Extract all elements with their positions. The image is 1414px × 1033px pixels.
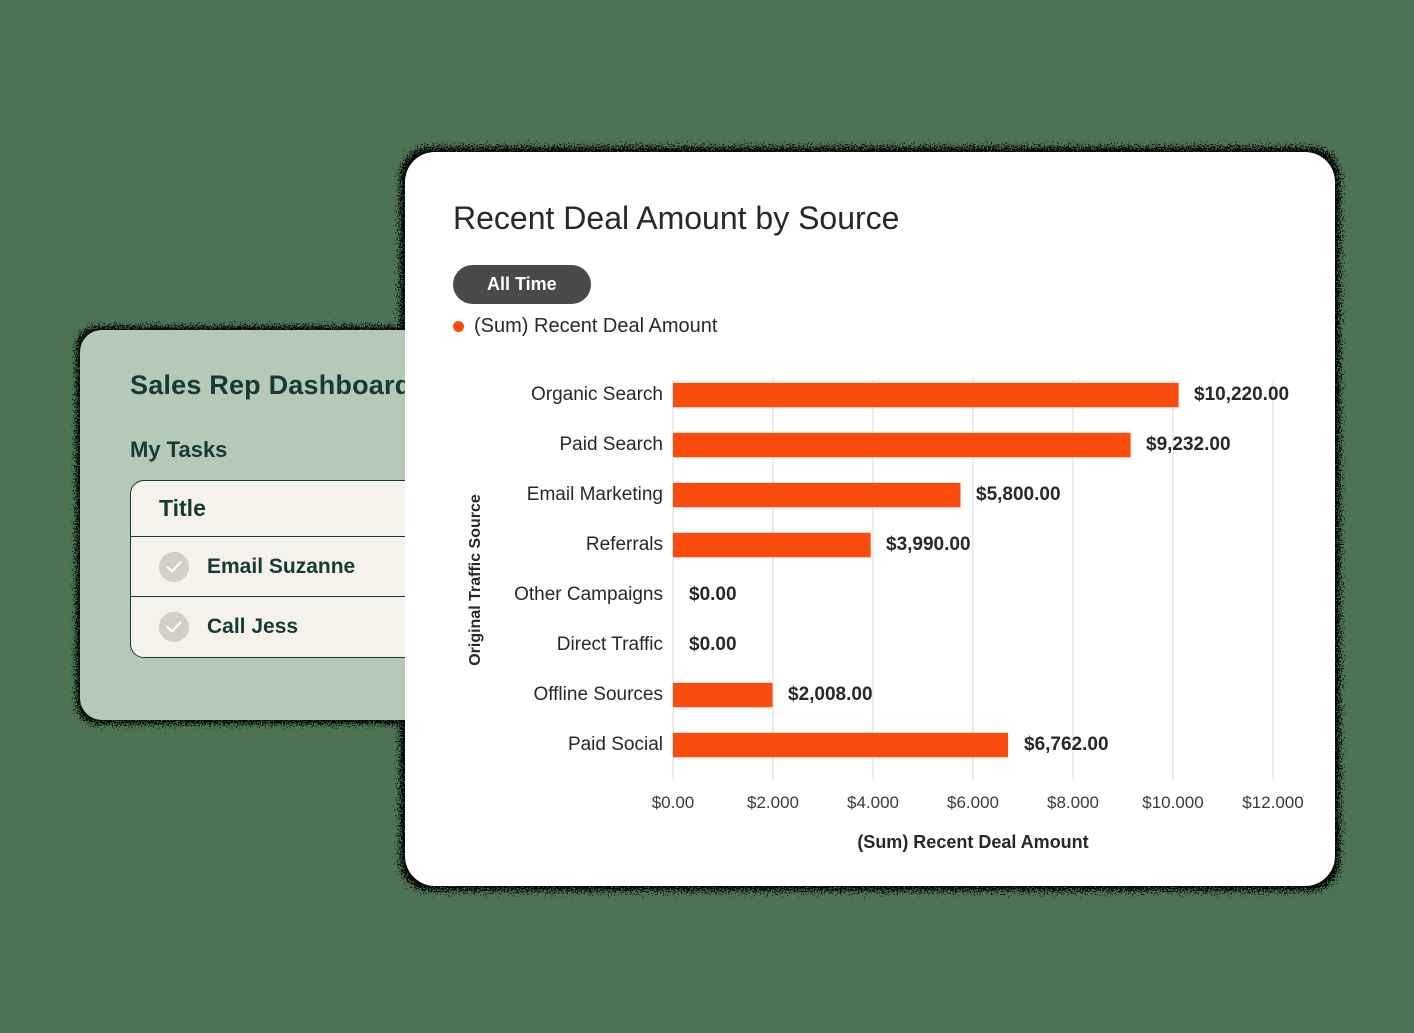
svg-text:$8.000: $8.000 [1047,793,1099,812]
svg-text:Other Campaigns: Other Campaigns [514,584,663,605]
svg-text:$4.000: $4.000 [847,793,899,812]
svg-text:$10,220.00: $10,220.00 [1194,384,1289,405]
svg-text:(Sum) Recent Deal Amount: (Sum) Recent Deal Amount [857,832,1088,852]
svg-text:$6.000: $6.000 [947,793,999,812]
svg-text:$12.000: $12.000 [1242,793,1303,812]
svg-text:$3,990.00: $3,990.00 [886,534,971,555]
svg-text:$0.00: $0.00 [689,634,737,655]
svg-text:$5,800.00: $5,800.00 [976,484,1061,505]
svg-text:Paid Social: Paid Social [568,734,663,755]
svg-text:Email Marketing: Email Marketing [527,484,663,505]
svg-text:Original Traffic Source: Original Traffic Source [467,494,484,666]
svg-text:$9,232.00: $9,232.00 [1146,434,1231,455]
svg-text:Paid Search: Paid Search [559,434,663,455]
svg-text:$2,008.00: $2,008.00 [788,684,873,705]
svg-text:$6,762.00: $6,762.00 [1024,734,1109,755]
svg-text:$0.00: $0.00 [652,793,695,812]
svg-text:Organic Search: Organic Search [531,384,663,405]
svg-text:$10.000: $10.000 [1142,793,1203,812]
svg-text:Referrals: Referrals [586,534,663,555]
svg-text:$0.00: $0.00 [689,584,737,605]
svg-text:$2.000: $2.000 [747,793,799,812]
svg-text:Direct Traffic: Direct Traffic [557,634,663,655]
svg-text:Offline Sources: Offline Sources [533,684,663,705]
